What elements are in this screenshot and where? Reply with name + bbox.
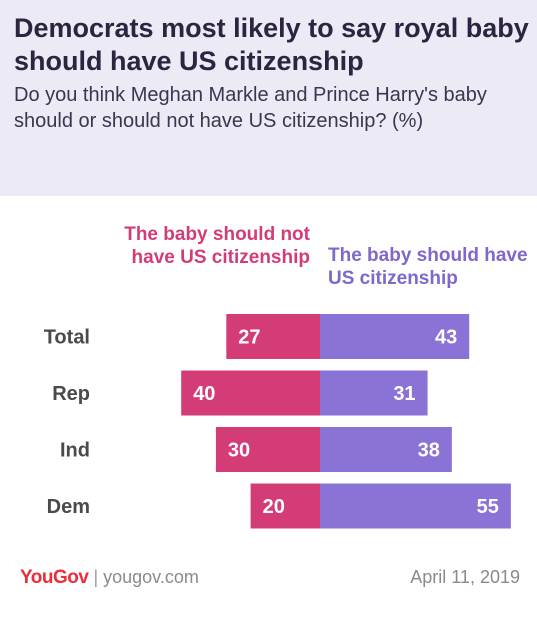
value-should-ind: 38 (418, 440, 440, 462)
diverging-bar-chart: The baby should not have US citizenship … (0, 196, 537, 546)
footer-site-link[interactable]: yougov.com (103, 567, 199, 587)
bar-should-not-rep (181, 370, 320, 416)
bar-should-not-ind (215, 427, 320, 472)
chart-title: Democrats most likely to say royal baby … (14, 13, 529, 76)
bar-should-dem (320, 483, 511, 529)
bar-should-not-dem (250, 483, 320, 529)
category-label-total: Total (44, 327, 90, 349)
value-should-not-dem: 20 (263, 496, 285, 518)
header-panel: Democrats most likely to say royal baby … (0, 0, 537, 196)
value-should-total: 43 (435, 327, 457, 349)
value-should-not-rep: 40 (193, 383, 215, 405)
category-label-rep: Rep (52, 383, 90, 405)
bar-should-rep (320, 370, 428, 416)
value-should-not-total: 27 (238, 327, 260, 349)
bar-should-not-total (226, 314, 320, 359)
footer: YouGov | yougov.com April 11, 2019 (20, 562, 520, 592)
category-label-dem: Dem (47, 496, 90, 518)
category-label-ind: Ind (60, 440, 90, 462)
value-should-rep: 31 (393, 383, 415, 405)
chart-plot: Total 27 43 Rep 40 31 Ind 30 38 Dem 20 55 (44, 314, 511, 529)
series-label-should-not: The baby should not have US citizenship (124, 224, 310, 268)
chart-subtitle: Do you think Meghan Markle and Prince Ha… (14, 84, 487, 132)
yougov-logo: YouGov (20, 567, 89, 588)
footer-separator: | (93, 567, 99, 587)
bar-should-total (320, 314, 470, 359)
bar-should-ind (320, 427, 452, 472)
series-label-should: The baby should have US citizenship (328, 245, 528, 289)
value-should-dem: 55 (477, 496, 499, 518)
publish-date: April 11, 2019 (410, 567, 520, 587)
value-should-not-ind: 30 (228, 440, 250, 462)
